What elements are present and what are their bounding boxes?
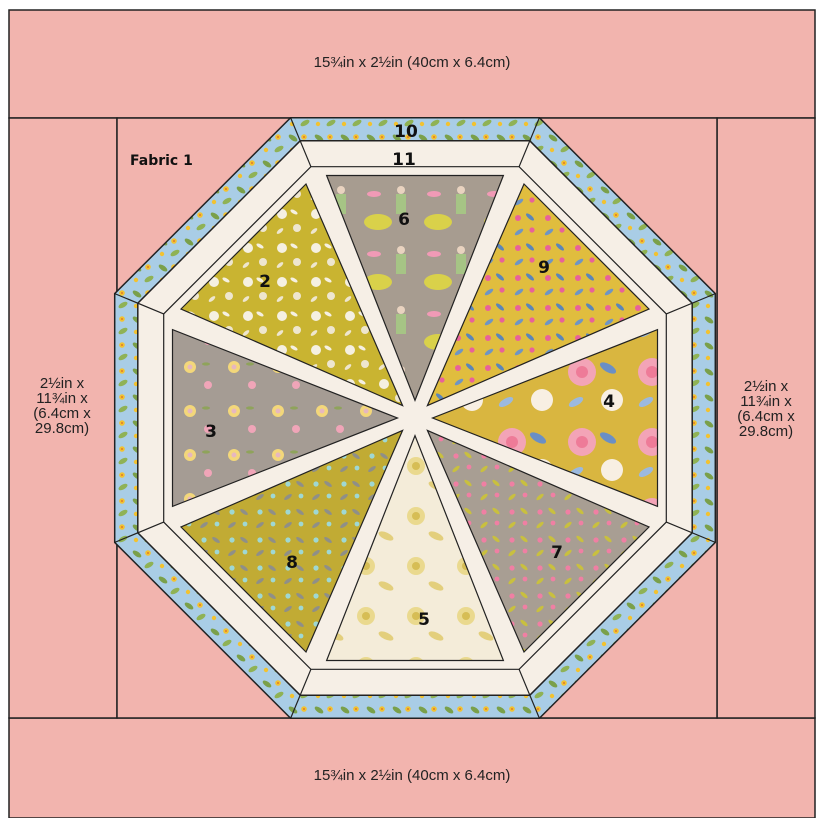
border-seam — [114, 293, 164, 315]
bottom-strip-dimension-label: 15¾in x 2½in (40cm x 6.4cm) — [314, 767, 511, 784]
border-seam — [290, 117, 312, 167]
wedge-number-9: 9 — [538, 258, 550, 278]
right-strip-dimension-line: 11¾in x — [740, 393, 792, 410]
bottom-strip — [8, 717, 816, 818]
wedge-number-7: 7 — [551, 543, 563, 563]
wedge-patch — [179, 182, 404, 407]
wedge-patch — [426, 429, 651, 654]
border-seam — [518, 117, 540, 167]
wedge-number-8: 8 — [286, 553, 298, 573]
wedge-number-5: 5 — [418, 610, 430, 630]
top-strip — [8, 9, 816, 119]
octagon-block — [113, 116, 717, 720]
border-seam — [666, 293, 716, 315]
left-strip-dimension-line: 11¾in x — [36, 390, 88, 407]
wedge-patch — [325, 433, 505, 662]
wedge-number-2: 2 — [259, 272, 271, 292]
wedge-number-6: 6 — [398, 210, 410, 230]
top-strip-dimension-label: 15¾in x 2½in (40cm x 6.4cm) — [314, 54, 511, 71]
border-number-10: 10 — [394, 122, 418, 142]
border-seam — [114, 521, 164, 543]
wedge-patch — [325, 174, 505, 403]
left-strip — [8, 117, 118, 719]
right-strip — [716, 117, 816, 719]
left-strip-dimension-line: (6.4cm x — [33, 405, 91, 422]
wedge-patch — [430, 328, 659, 508]
border-seam — [290, 669, 312, 719]
wedge-number-4: 4 — [603, 392, 615, 412]
wedge-patch — [426, 182, 651, 407]
right-strip-dimension-line: (6.4cm x — [737, 408, 795, 425]
left-strip-dimension-line: 2½in x — [40, 375, 85, 392]
labels: 15¾in x 2½in (40cm x 6.4cm) 15¾in x 2½in … — [33, 54, 795, 784]
wedge-patch — [179, 429, 404, 654]
wedge-patch — [171, 328, 400, 508]
border-seam — [666, 521, 716, 543]
left-strip-dimension-line: 29.8cm) — [35, 420, 89, 437]
right-strip-dimension-line: 2½in x — [744, 378, 789, 395]
border-seam — [518, 669, 540, 719]
border-number-11: 11 — [392, 150, 416, 170]
wedge-number-3: 3 — [205, 422, 217, 442]
fabric-label: Fabric 1 — [130, 153, 193, 169]
right-strip-dimension-line: 29.8cm) — [739, 423, 793, 440]
